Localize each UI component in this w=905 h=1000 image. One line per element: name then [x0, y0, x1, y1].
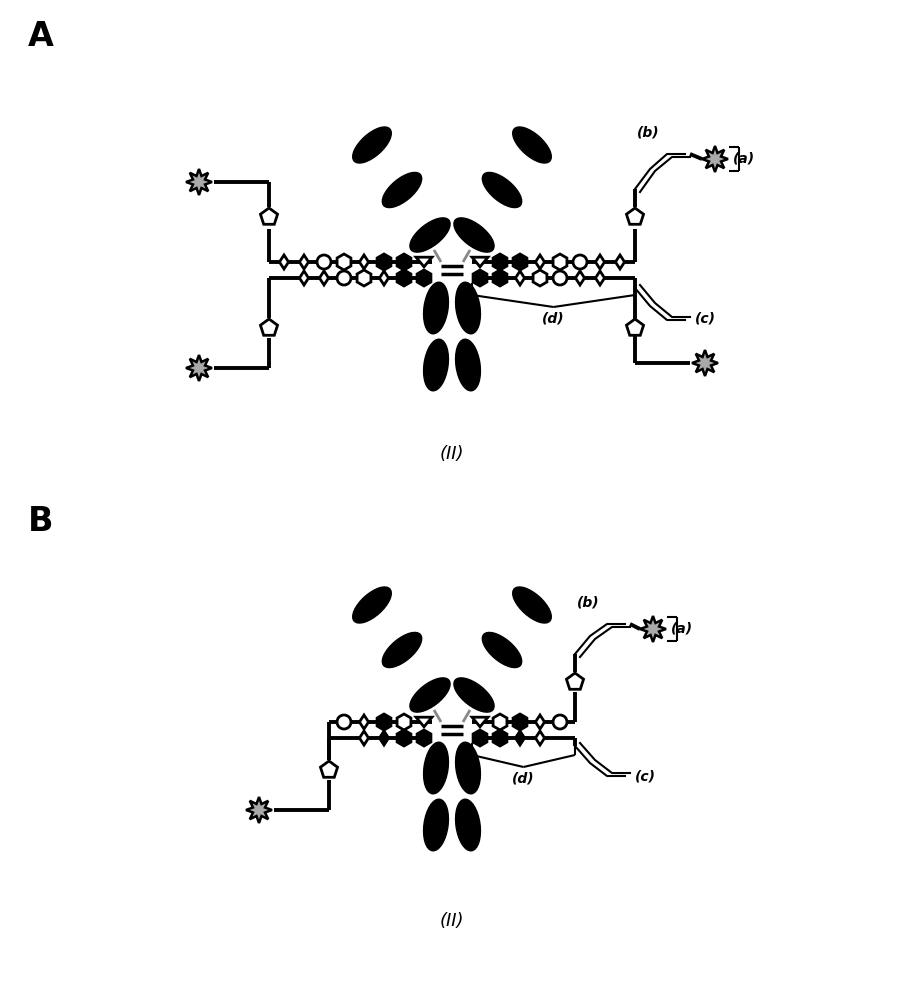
Polygon shape: [516, 271, 525, 285]
Polygon shape: [377, 254, 391, 270]
Polygon shape: [417, 730, 431, 746]
Polygon shape: [337, 254, 351, 270]
Polygon shape: [493, 730, 507, 746]
Polygon shape: [416, 717, 432, 727]
Polygon shape: [359, 255, 368, 269]
Polygon shape: [261, 319, 278, 335]
Text: (d): (d): [512, 772, 535, 786]
Ellipse shape: [424, 799, 448, 851]
Polygon shape: [473, 730, 487, 746]
Polygon shape: [473, 270, 487, 286]
Polygon shape: [702, 146, 728, 172]
Text: B: B: [28, 505, 53, 538]
Polygon shape: [536, 255, 545, 269]
Ellipse shape: [455, 282, 481, 334]
Ellipse shape: [353, 587, 391, 623]
Polygon shape: [359, 715, 368, 729]
Polygon shape: [379, 731, 388, 745]
Polygon shape: [595, 271, 605, 285]
Polygon shape: [300, 271, 309, 285]
Polygon shape: [553, 254, 567, 270]
Ellipse shape: [424, 742, 448, 794]
Circle shape: [337, 715, 351, 729]
Polygon shape: [261, 208, 278, 224]
Text: (b): (b): [577, 596, 600, 610]
Ellipse shape: [513, 587, 551, 623]
Polygon shape: [300, 255, 309, 269]
Polygon shape: [397, 714, 411, 730]
Polygon shape: [513, 714, 527, 730]
Polygon shape: [536, 731, 545, 745]
Text: (a): (a): [733, 152, 755, 166]
Circle shape: [553, 715, 567, 729]
Polygon shape: [493, 714, 507, 730]
Ellipse shape: [455, 742, 481, 794]
Polygon shape: [595, 255, 605, 269]
Polygon shape: [576, 271, 585, 285]
Polygon shape: [567, 673, 584, 689]
Polygon shape: [536, 715, 545, 729]
Ellipse shape: [454, 218, 494, 252]
Polygon shape: [246, 797, 272, 823]
Circle shape: [337, 271, 351, 285]
Polygon shape: [472, 717, 488, 727]
Circle shape: [553, 271, 567, 285]
Polygon shape: [280, 255, 289, 269]
Polygon shape: [640, 616, 666, 642]
Text: (b): (b): [637, 125, 660, 139]
Polygon shape: [513, 254, 527, 270]
Polygon shape: [397, 730, 411, 746]
Polygon shape: [397, 270, 411, 286]
Ellipse shape: [410, 218, 450, 252]
Text: A: A: [28, 20, 54, 53]
Text: (c): (c): [695, 311, 716, 325]
Ellipse shape: [455, 799, 481, 851]
Ellipse shape: [382, 632, 422, 668]
Polygon shape: [615, 255, 624, 269]
Polygon shape: [533, 270, 547, 286]
Text: (c): (c): [635, 769, 656, 783]
Ellipse shape: [513, 127, 551, 163]
Circle shape: [573, 255, 587, 269]
Polygon shape: [416, 257, 432, 267]
Ellipse shape: [424, 282, 448, 334]
Ellipse shape: [353, 127, 391, 163]
Polygon shape: [493, 270, 507, 286]
Polygon shape: [397, 254, 411, 270]
Polygon shape: [186, 355, 212, 381]
Polygon shape: [379, 271, 388, 285]
Polygon shape: [377, 714, 391, 730]
Ellipse shape: [455, 339, 481, 391]
Ellipse shape: [424, 339, 448, 391]
Text: (II): (II): [440, 445, 464, 463]
Text: (II): (II): [440, 912, 464, 930]
Polygon shape: [417, 270, 431, 286]
Polygon shape: [472, 257, 488, 267]
Polygon shape: [516, 731, 525, 745]
Ellipse shape: [482, 172, 521, 208]
Polygon shape: [493, 254, 507, 270]
Polygon shape: [692, 350, 718, 376]
Ellipse shape: [454, 678, 494, 712]
Polygon shape: [186, 169, 212, 195]
Text: (a): (a): [671, 622, 693, 636]
Ellipse shape: [482, 632, 521, 668]
Polygon shape: [626, 319, 643, 335]
Ellipse shape: [382, 172, 422, 208]
Polygon shape: [359, 731, 368, 745]
Polygon shape: [320, 761, 338, 777]
Polygon shape: [626, 208, 643, 224]
Polygon shape: [357, 270, 371, 286]
Polygon shape: [319, 271, 329, 285]
Ellipse shape: [410, 678, 450, 712]
Text: (d): (d): [542, 312, 565, 326]
Circle shape: [317, 255, 331, 269]
